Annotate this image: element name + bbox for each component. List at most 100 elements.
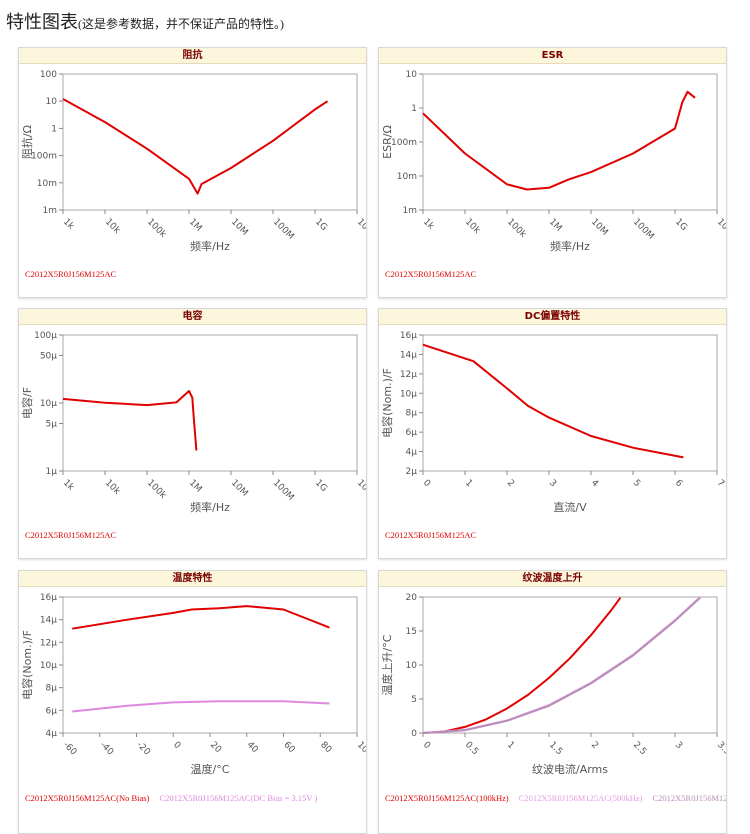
y-axis-label: 电容/F <box>20 387 34 419</box>
x-tick-label: 10M <box>229 478 250 499</box>
y-tick-label: 50µ <box>40 351 57 361</box>
y-tick-label: 16µ <box>40 593 57 603</box>
legend: C2012X5R0J156M125AC(No Bias) C2012X5R0J15… <box>25 793 362 803</box>
chart: 4µ 6µ 8µ 10µ 12µ 14µ 16µ -60 -40 -20 0 20 40 60 80 100 温… <box>20 593 366 776</box>
x-tick-label: 20 <box>208 740 223 755</box>
x-tick-label: 100M <box>631 217 656 242</box>
y-axis-label: 阻抗/Ω <box>20 125 34 159</box>
x-tick-label: 100 <box>355 740 366 759</box>
y-tick-label: 2µ <box>406 467 418 477</box>
y-tick-label: 4µ <box>46 729 58 739</box>
x-tick-label: 1M <box>187 478 204 495</box>
chart-title: 阻抗 <box>19 48 366 64</box>
y-tick-label: 5µ <box>46 419 58 429</box>
x-tick-label: 1M <box>547 217 564 234</box>
y-tick-label: 8µ <box>46 684 58 694</box>
x-tick-label: 0 <box>421 478 432 489</box>
legend-entry: C2012X5R0J156M125AC(No Bias) <box>25 793 150 803</box>
x-tick-label: 3.5 <box>715 740 726 757</box>
x-tick-label: 1k <box>61 478 76 493</box>
y-tick-label: 100m <box>391 138 417 148</box>
y-tick-label: 100µ <box>34 331 57 341</box>
x-tick-label: 7 <box>715 478 726 489</box>
y-tick-label: 4µ <box>406 448 418 458</box>
x-tick-label: 10k <box>103 217 122 236</box>
x-tick-label: 60 <box>281 740 296 755</box>
x-axis-label: 纹波电流/Arms <box>532 762 608 776</box>
x-tick-label: 0.5 <box>463 740 480 757</box>
chart-title: 温度特性 <box>19 571 366 587</box>
series-line <box>422 90 696 191</box>
chart-panel: 纹波温度上升 0 5 10 15 20 0 0.5 1 1.5 2 2.5 3 3.5 纹波电流/Arms 温… <box>378 570 727 834</box>
x-tick-label: 0 <box>171 740 182 751</box>
plot-area <box>422 596 718 734</box>
chart: 2µ 4µ 6µ 8µ 10µ 12µ 14µ 16µ 0 1 2 3 4 5 6 7 直流/V 电容(Nom.)… <box>380 331 726 514</box>
y-tick-label: 10µ <box>400 389 417 399</box>
legend-entry: C2012X5R0J156M125AC <box>385 269 477 279</box>
y-tick-label: 10µ <box>40 661 57 671</box>
chart: 0 5 10 15 20 0 0.5 1 1.5 2 2.5 3 3.5 纹波电流/Arms 温度上升/°C <box>380 593 726 776</box>
x-tick-label: 1 <box>463 478 474 489</box>
x-tick-label: 4 <box>589 478 600 489</box>
legend-entry: C2012X5R0J156M125AC(DC Bias = 3.15V ) <box>159 793 318 803</box>
x-axis-label: 温度/°C <box>191 762 230 776</box>
chart-title: ESR <box>379 48 726 64</box>
y-tick-label: 1m <box>43 206 58 216</box>
x-axis-label: 频率/Hz <box>190 500 230 514</box>
legend-entry: C2012X5R0J156M125AC <box>25 269 117 279</box>
plot-area <box>422 334 718 472</box>
series-line <box>62 98 329 195</box>
chart-title: DC偏置特性 <box>379 309 726 325</box>
chart-panel: 阻抗 1m 10m 100m 1 10 100 1k 10k 100k 1M 10M 100M 1G 10G… <box>18 47 367 298</box>
chart-title: 电容 <box>19 309 366 325</box>
y-tick-label: 14µ <box>40 616 57 626</box>
x-axis-label: 频率/Hz <box>550 239 590 253</box>
y-tick-label: 12µ <box>40 638 57 648</box>
x-tick-label: 1k <box>421 217 436 232</box>
x-tick-label: 2 <box>589 740 600 751</box>
series-line <box>422 596 701 734</box>
x-tick-label: 10k <box>463 217 482 236</box>
legend-entry: C2012X5R0J156M125AC(1MHz) <box>652 793 726 803</box>
x-tick-label: 80 <box>318 740 333 755</box>
y-tick-label: 1 <box>411 104 417 114</box>
x-tick-label: 10M <box>229 217 250 238</box>
legend-entry: C2012X5R0J156M125AC <box>385 530 477 540</box>
y-tick-label: 0 <box>411 729 417 739</box>
y-tick-label: 14µ <box>400 350 417 360</box>
x-tick-label: 1G <box>313 217 329 233</box>
y-tick-label: 12µ <box>400 370 417 380</box>
x-tick-label: 0 <box>421 740 432 751</box>
x-tick-label: -40 <box>98 740 116 758</box>
x-tick-label: 10G <box>355 478 366 498</box>
legend: C2012X5R0J156M125AC(100kHz) C2012X5R0J156… <box>385 793 726 803</box>
chart: 1m 10m 100m 1 10 100 1k 10k 100k 1M 10M 100M 1G 10G 频率… <box>20 70 366 253</box>
series-line <box>422 343 684 459</box>
chart-panel: ESR 1m 10m 100m 1 10 1k 10k 100k 1M 10M 100M 1G 10G 频率… <box>378 47 727 298</box>
plot-area <box>62 73 358 211</box>
x-axis-label: 直流/V <box>553 500 587 514</box>
x-tick-label: 1k <box>61 217 76 232</box>
y-tick-label: 1µ <box>46 467 58 477</box>
y-tick-label: 8µ <box>406 409 418 419</box>
page-title: 特性图表 <box>6 12 78 33</box>
chart-title: 纹波温度上升 <box>379 571 726 587</box>
x-tick-label: 10G <box>715 217 726 237</box>
series-line <box>422 597 622 734</box>
y-tick-label: 16µ <box>400 331 417 341</box>
x-tick-label: 5 <box>631 478 642 489</box>
chart: 1µ 5µ 10µ 50µ 100µ 1k 10k 100k 1M 10M 100M 1G 10G 频率/… <box>20 331 366 514</box>
legend: C2012X5R0J156M125AC <box>385 530 722 540</box>
y-axis-label: 温度上升/°C <box>380 634 394 695</box>
page-header: 特性图表(这是参考数据，并不保证产品的特性。) <box>6 8 284 34</box>
x-tick-label: 1.5 <box>547 740 564 757</box>
x-tick-label: 100k <box>505 217 528 240</box>
x-tick-label: 1M <box>187 217 204 234</box>
chart: 1m 10m 100m 1 10 1k 10k 100k 1M 10M 100M 1G 10G 频率/Hz… <box>381 70 726 253</box>
legend-entry: C2012X5R0J156M125AC(100kHz) <box>385 793 509 803</box>
y-tick-label: 10 <box>406 70 418 80</box>
legend-entry: C2012X5R0J156M125AC <box>25 530 117 540</box>
y-tick-label: 6µ <box>46 706 58 716</box>
plot-area <box>422 73 718 211</box>
